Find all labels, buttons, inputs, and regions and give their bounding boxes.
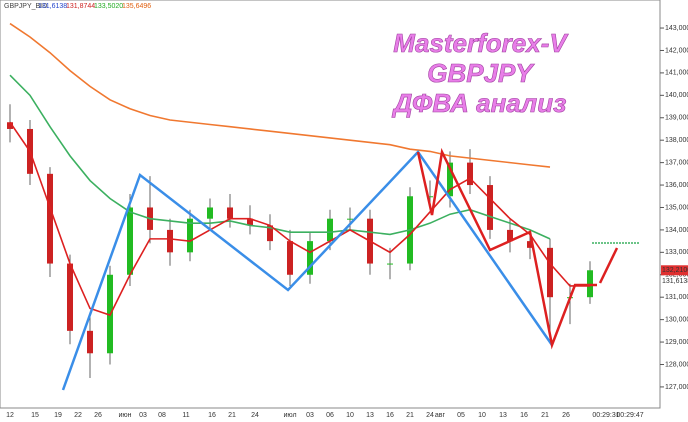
x-tick-label: 03 xyxy=(306,412,314,419)
x-tick-label: 13 xyxy=(499,412,507,419)
x-tick-label: 12 xyxy=(6,412,14,419)
x-tick-label: 21 xyxy=(406,412,414,419)
candle-body xyxy=(127,207,133,275)
x-tick-label: 21 xyxy=(228,412,236,419)
moving-average xyxy=(9,121,590,317)
x-tick-label: 19 xyxy=(54,412,62,419)
y-tick-label: 142,0000 xyxy=(665,47,688,54)
candle-body xyxy=(587,270,593,298)
y-tick-label: 138,0000 xyxy=(665,137,688,144)
y-tick-label: 141,0000 xyxy=(665,70,688,77)
plot-area xyxy=(0,0,661,409)
x-tick-label: авг xyxy=(435,412,446,419)
price-label: 132,2100 xyxy=(662,267,688,274)
symbol: GBPJPY_BID xyxy=(4,3,47,10)
x-tick-label: 16 xyxy=(520,412,528,419)
y-tick-label: 127,0000 xyxy=(665,384,688,391)
red-wave xyxy=(416,147,597,350)
candle-body xyxy=(547,247,553,298)
y-tick-label: 137,0000 xyxy=(665,159,688,166)
header-value: 135,6496 xyxy=(122,3,151,10)
moving-average xyxy=(9,22,551,168)
header-value: 131,6138 xyxy=(38,3,67,10)
price-label-box xyxy=(661,265,688,276)
x-tick-label: 00:29:31 xyxy=(592,412,619,419)
y-tick-label: 134,0000 xyxy=(665,227,688,234)
x-tick-label: июл xyxy=(283,412,296,419)
x-tick-label: 06 xyxy=(326,412,334,419)
wave-lines xyxy=(61,147,640,391)
y-tick-label: 133,0000 xyxy=(665,249,688,256)
y-tick-label: 139,0000 xyxy=(665,115,688,122)
x-tick-label: 21 xyxy=(541,412,549,419)
candle-body xyxy=(67,263,73,331)
x-tick-label: 26 xyxy=(562,412,570,419)
header-value: 131,8744 xyxy=(66,3,95,10)
title-line: GBPJPY xyxy=(427,58,535,88)
y-tick-label: 135,0000 xyxy=(665,204,688,211)
x-tick-label: 26 xyxy=(94,412,102,419)
y-tick-label: 140,0000 xyxy=(665,92,688,99)
x-tick-label: 00:29:47 xyxy=(616,412,643,419)
x-tick-label: 10 xyxy=(346,412,354,419)
price-label: 131,6138 xyxy=(662,278,688,285)
candle-body xyxy=(427,196,433,198)
candle-body xyxy=(467,162,473,186)
x-tick-label: 15 xyxy=(31,412,39,419)
x-tick-label: 24 xyxy=(251,412,259,419)
title-line: ДФВА анализ xyxy=(392,88,567,118)
x-tick-label: 10 xyxy=(478,412,486,419)
candle-body xyxy=(347,218,353,220)
x-tick-label: 24 xyxy=(426,412,434,419)
candle-body xyxy=(187,218,193,253)
candle-body xyxy=(387,263,393,265)
candle-body xyxy=(287,241,293,275)
red-arrow xyxy=(598,247,619,284)
y-tick-label: 143,0000 xyxy=(665,25,688,32)
candle-body xyxy=(227,207,233,219)
header-value: 133,5020 xyxy=(94,3,123,10)
x-tick-label: 11 xyxy=(182,412,189,419)
x-tick-label: 03 xyxy=(139,412,147,419)
y-tick-label: 131,0000 xyxy=(665,294,688,301)
y-tick-label: 136,0000 xyxy=(665,182,688,189)
candle-body xyxy=(87,330,93,354)
title-line: Masterforex-V xyxy=(393,28,569,58)
candle-body xyxy=(307,241,313,275)
x-tick-label: 08 xyxy=(158,412,166,419)
candle-body xyxy=(327,218,333,242)
candle-body xyxy=(167,229,173,253)
candle-body xyxy=(47,173,53,264)
x-tick-label: 16 xyxy=(208,412,216,419)
candle-body xyxy=(207,207,213,219)
y-tick-label: 130,0000 xyxy=(665,316,688,323)
candle-body xyxy=(267,225,273,242)
candle-body xyxy=(487,185,493,230)
y-tick-label: 129,0000 xyxy=(665,339,688,346)
x-tick-label: 13 xyxy=(366,412,374,419)
blue-wave xyxy=(61,150,554,391)
candle-body xyxy=(527,241,533,248)
x-tick-label: 05 xyxy=(457,412,465,419)
x-tick-label: июн xyxy=(118,412,131,419)
candle-body xyxy=(7,122,13,129)
x-tick-label: 22 xyxy=(74,412,82,419)
candle-body xyxy=(447,162,453,197)
x-tick-label: 16 xyxy=(386,412,394,419)
candle-body xyxy=(247,218,253,226)
y-tick-label: 128,0000 xyxy=(665,361,688,368)
candle-body xyxy=(507,229,513,242)
